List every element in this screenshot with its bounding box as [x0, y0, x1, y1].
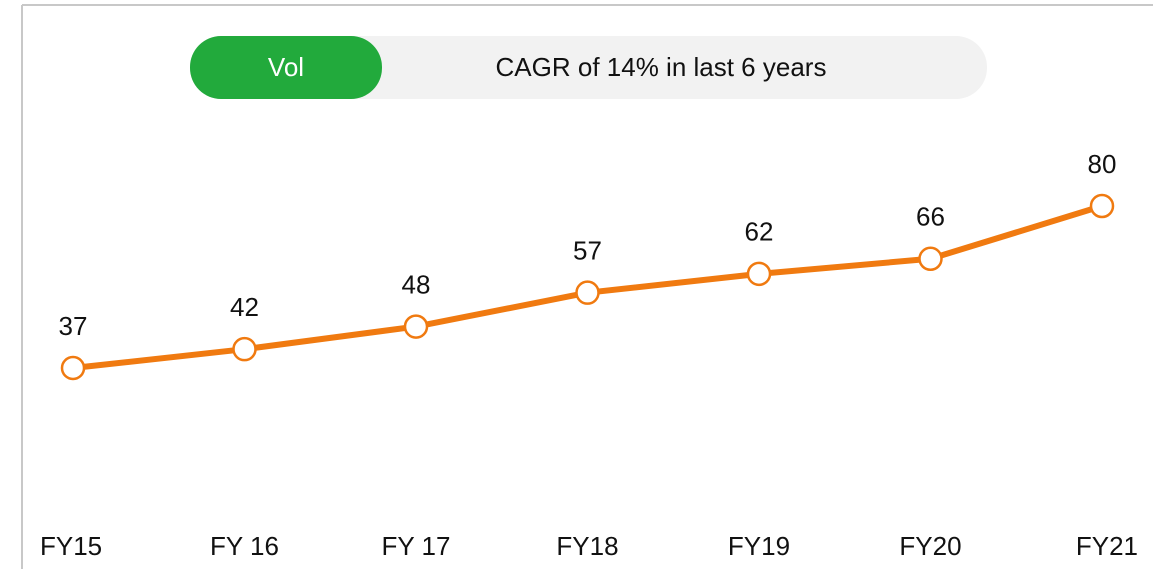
x-tick-label: FY21	[1076, 531, 1138, 561]
point	[232, 336, 257, 362]
data-label: 66	[916, 202, 945, 232]
badge: Vol	[268, 52, 304, 82]
data-label: 57	[573, 236, 602, 266]
data-label: 37	[59, 311, 88, 341]
point	[918, 246, 943, 272]
x-tick-label: FY 17	[382, 531, 451, 561]
x-tick-label: FY18	[556, 531, 618, 561]
data-label: 62	[745, 217, 774, 247]
data-label: 42	[230, 292, 259, 322]
data-label: 48	[402, 269, 431, 299]
data-label: 80	[1088, 149, 1117, 179]
title-pill	[190, 36, 987, 99]
point	[746, 261, 772, 287]
x-tick-label: FY20	[899, 531, 961, 561]
x-tick-label: FY 16	[210, 531, 279, 561]
x-tick-label: FY15	[40, 531, 102, 561]
chart-title: CAGR of 14% in last 6 years	[496, 52, 827, 82]
x-tick-label: FY19	[728, 531, 790, 561]
point	[575, 280, 600, 305]
point	[1089, 193, 1115, 219]
point	[60, 355, 86, 381]
point	[403, 314, 429, 339]
badge-pill	[190, 36, 382, 99]
